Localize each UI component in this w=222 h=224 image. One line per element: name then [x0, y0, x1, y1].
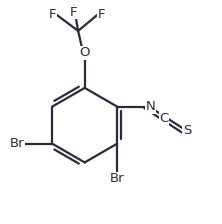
Text: Br: Br — [9, 137, 24, 150]
Text: F: F — [98, 8, 105, 21]
Text: O: O — [79, 46, 90, 59]
Text: C: C — [159, 112, 169, 125]
Text: N: N — [145, 100, 155, 113]
Text: F: F — [70, 6, 77, 19]
Text: Br: Br — [110, 172, 124, 185]
Text: F: F — [49, 8, 56, 21]
Text: S: S — [183, 124, 191, 137]
